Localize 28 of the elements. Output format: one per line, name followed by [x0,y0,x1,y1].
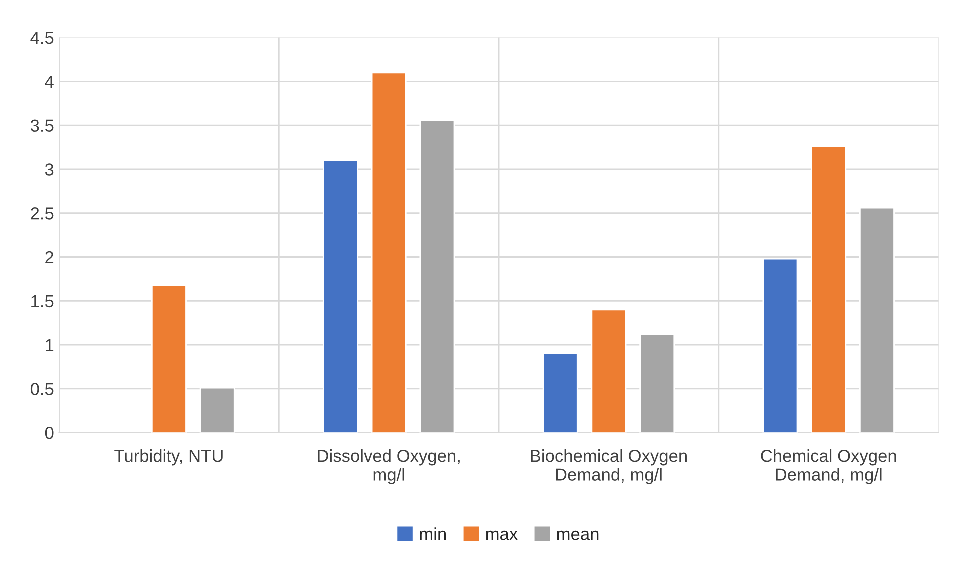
x-tick-label: Biochemical Oxygen Demand, mg/l [531,450,687,484]
bar [542,353,578,433]
y-tick-label: 1.5 [32,296,54,308]
bar [200,387,236,433]
y-tick-label: 2 [46,251,54,264]
bar [420,120,456,433]
legend-label: min [420,528,446,540]
bar [322,160,358,433]
legend-label: mean [557,530,599,540]
bar [811,146,847,433]
y-tick-label: 0 [45,427,54,440]
bar [371,72,407,433]
y-tick-label: 1 [46,339,54,352]
bar [859,207,895,433]
x-tick-label: Dissolved Oxygen, mg/l [318,450,460,484]
y-tick-label: 3.5 [30,120,54,132]
x-tick-label: Chemical Oxygen Demand, mg/l [761,450,896,484]
bar [640,334,676,433]
bar [762,258,798,433]
bar [151,284,187,433]
legend-label: max [486,530,518,540]
y-tick-label: 4.5 [30,32,54,44]
bar [591,309,627,433]
y-tick-label: 0.5 [30,383,54,396]
y-tick-label: 3 [45,164,54,176]
y-tick-label: 2.5 [31,208,54,220]
x-tick-label: Turbidity, NTU [114,450,223,466]
y-tick-label: 4 [45,76,54,88]
